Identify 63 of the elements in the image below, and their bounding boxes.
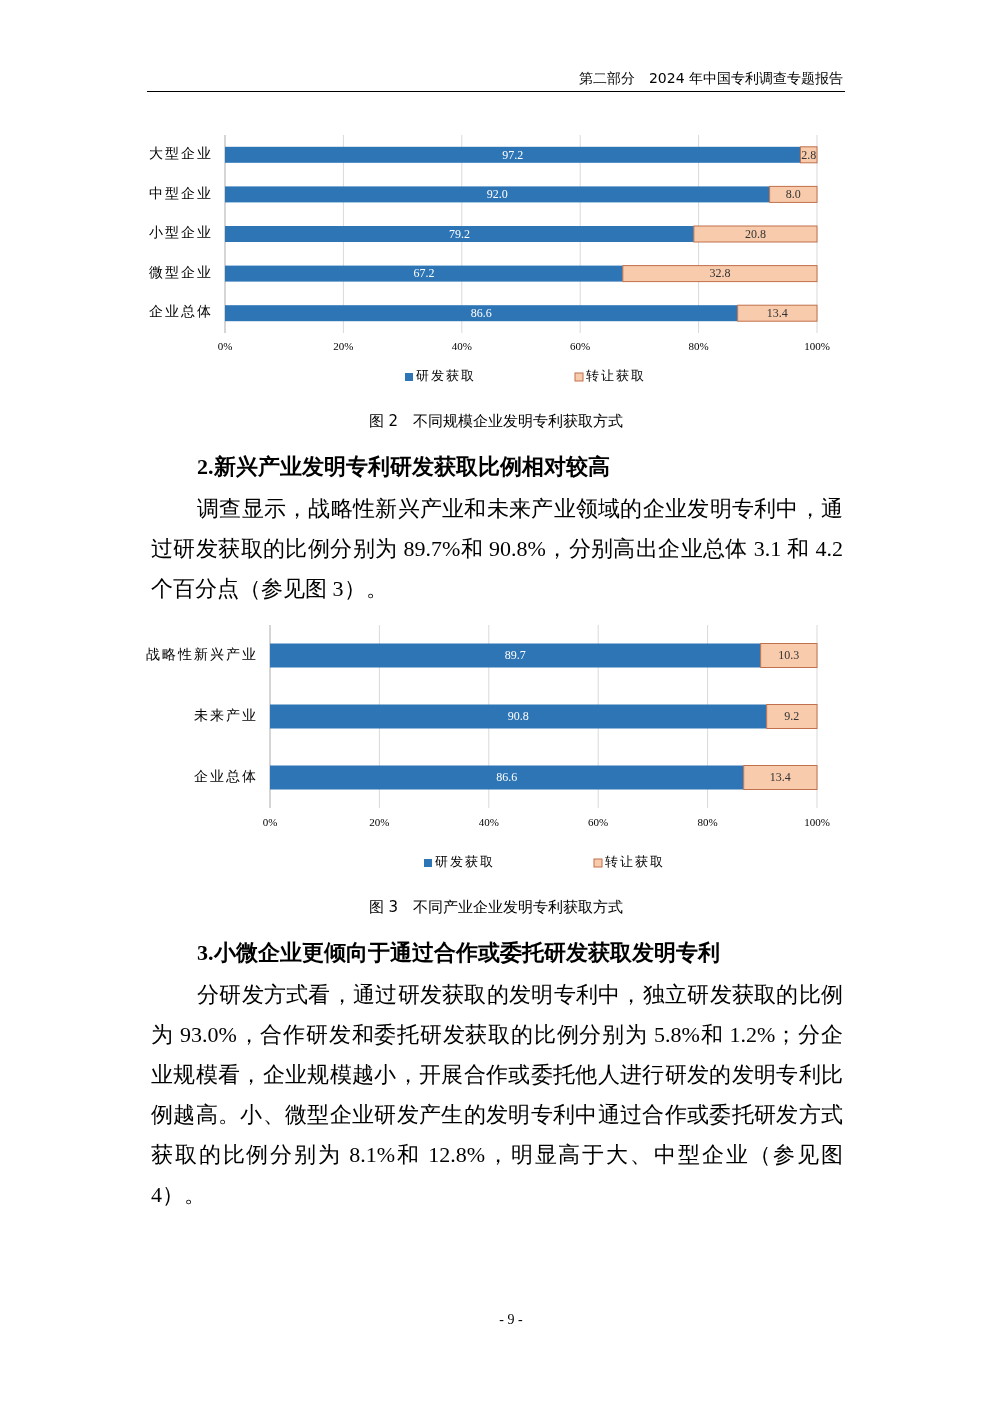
bar <box>225 186 770 203</box>
y-tick-label: 中型企业 <box>149 185 213 201</box>
x-tick-label: 20% <box>333 339 354 352</box>
bar <box>693 225 818 243</box>
x-tick-label: 0% <box>262 815 278 828</box>
data-label: 20.8 <box>744 226 766 241</box>
data-label: 10.3 <box>778 648 800 663</box>
x-tick-label: 100% <box>804 339 830 352</box>
bar <box>225 146 801 163</box>
x-tick-label: 80% <box>697 815 718 828</box>
data-label: 86.6 <box>496 770 518 785</box>
data-label: 97.2 <box>502 147 524 162</box>
bar <box>622 265 818 283</box>
legend-label: 研发获取 <box>435 853 495 869</box>
data-label: 92.0 <box>486 187 508 202</box>
x-tick-label: 40% <box>451 339 472 352</box>
text: - 9 - <box>498 1312 524 1328</box>
data-label: 32.8 <box>709 266 731 281</box>
legend-label: 转让获取 <box>605 853 665 869</box>
data-label: 9.2 <box>784 709 800 724</box>
data-label: 13.4 <box>766 305 788 320</box>
bar <box>760 643 818 668</box>
bar <box>225 226 694 242</box>
bar <box>270 704 767 729</box>
bar <box>225 305 738 322</box>
legend-label: 转让获取 <box>586 367 646 383</box>
bar <box>766 704 818 729</box>
text: 图 2 不同规模企业发明专利获取方式 <box>368 411 624 430</box>
text: 2.新兴产业发明专利研发获取比例相对较高 <box>197 453 610 481</box>
data-label: 90.8 <box>507 709 529 724</box>
x-tick-label: 60% <box>588 815 609 828</box>
text: 图 3 不同产业企业发明专利获取方式 <box>368 897 624 916</box>
data-label: 2.8 <box>801 147 817 162</box>
y-tick-label: 企业总体 <box>194 768 258 784</box>
text: 3.小微企业更倾向于通过合作或委托研发获取发明专利 <box>197 939 720 967</box>
data-label: 86.6 <box>470 305 492 320</box>
x-tick-label: 40% <box>478 815 499 828</box>
text: 分研发方式看，通过研发获取的发明专利中，独立研发获取的比例为 93.0%，合作研发和委托研发获取的比例分别为 5.8%和 1.2%；分企业规模看，企业规模越小，开展合作或委托他人进行研发的发明专利比例越高。小、微型企业研发产生的发明专利中通过合作或委托研发方式获取的比例分别为 8.1%和 12.8%，明显高于大、中型企业（参见图 4）。 <box>151 981 843 1209</box>
data-label: 67.2 <box>413 266 435 281</box>
data-label: 89.7 <box>504 648 526 663</box>
legend-label: 研发获取 <box>416 367 476 383</box>
bar <box>270 765 744 790</box>
x-tick-label: 60% <box>570 339 591 352</box>
data-label: 13.4 <box>769 770 791 785</box>
y-tick-label: 战略性新兴产业 <box>146 646 258 662</box>
text: 第二部分 2024 年中国专利调查专题报告 <box>578 70 843 88</box>
bar <box>225 265 623 282</box>
bar <box>737 304 818 322</box>
y-tick-label: 小型企业 <box>149 225 213 241</box>
x-tick-label: 0% <box>217 339 233 352</box>
y-tick-label: 大型企业 <box>149 146 213 162</box>
text: 调查显示，战略性新兴产业和未来产业领域的企业发明专利中，通过研发获取的比例分别为 89.7%和 90.8%，分别高出企业总体 3.1 和 4.2 个百分点（参见图 3）。 <box>151 495 843 603</box>
y-tick-label: 企业总体 <box>149 304 213 320</box>
bar <box>743 765 818 790</box>
x-tick-label: 100% <box>804 815 830 828</box>
data-label: 8.0 <box>785 187 801 202</box>
y-tick-label: 未来产业 <box>194 707 258 723</box>
bar <box>769 185 818 203</box>
bar <box>270 643 761 668</box>
x-tick-label: 80% <box>688 339 709 352</box>
x-tick-label: 20% <box>369 815 390 828</box>
y-tick-label: 微型企业 <box>149 264 213 280</box>
data-label: 79.2 <box>448 226 470 241</box>
